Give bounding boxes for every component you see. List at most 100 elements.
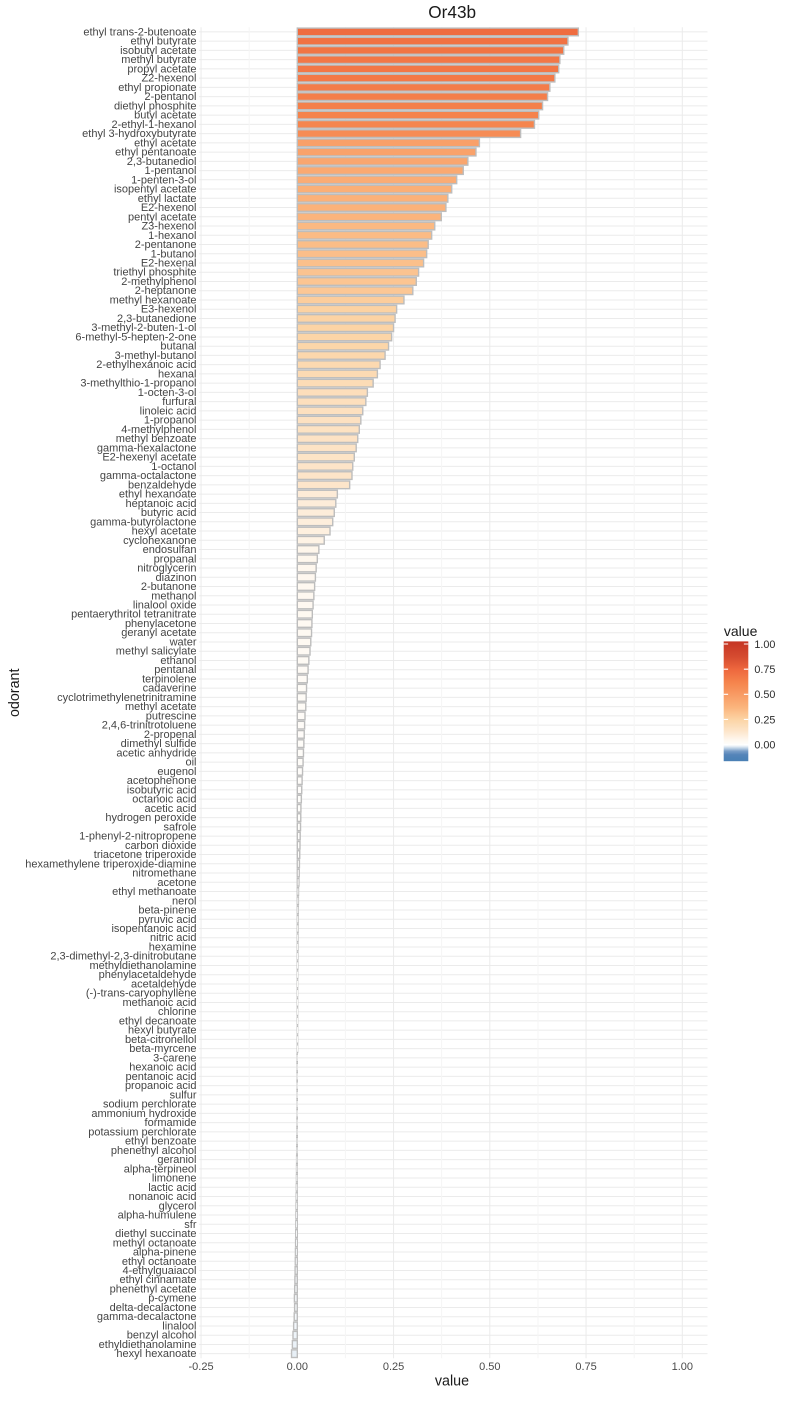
svg-text:dimethyl sulfide: dimethyl sulfide bbox=[121, 738, 197, 750]
svg-text:benzaldehyde: benzaldehyde bbox=[128, 479, 197, 491]
svg-text:gamma-decalactone: gamma-decalactone bbox=[97, 1311, 197, 1323]
svg-text:-0.25: -0.25 bbox=[189, 1361, 214, 1373]
svg-text:1-butanol: 1-butanol bbox=[151, 248, 197, 260]
svg-text:pentanoic acid: pentanoic acid bbox=[126, 1071, 197, 1083]
svg-text:2-ethylhexanoic acid: 2-ethylhexanoic acid bbox=[96, 359, 196, 371]
svg-text:geraniol: geraniol bbox=[157, 1154, 196, 1166]
svg-text:ethyl hexanoate: ethyl hexanoate bbox=[119, 489, 197, 501]
svg-text:ethyl decanoate: ethyl decanoate bbox=[119, 1015, 197, 1027]
svg-text:1-octanol: 1-octanol bbox=[151, 461, 196, 473]
svg-text:phenethyl alcohol: phenethyl alcohol bbox=[111, 1145, 197, 1157]
svg-text:nonanoic acid: nonanoic acid bbox=[129, 1191, 197, 1203]
svg-text:ethyl 3-hydroxybutyrate: ethyl 3-hydroxybutyrate bbox=[82, 128, 196, 140]
svg-text:isopentyl acetate: isopentyl acetate bbox=[114, 184, 197, 196]
svg-text:acetophenone: acetophenone bbox=[127, 775, 197, 787]
svg-text:diethyl succinate: diethyl succinate bbox=[115, 1228, 196, 1240]
svg-text:nitric acid: nitric acid bbox=[150, 932, 196, 944]
svg-text:acetone: acetone bbox=[157, 877, 196, 889]
svg-text:4-methylphenol: 4-methylphenol bbox=[121, 424, 196, 436]
svg-text:3-methyl-butanol: 3-methyl-butanol bbox=[115, 350, 197, 362]
svg-text:chlorine: chlorine bbox=[158, 1006, 197, 1018]
svg-text:E2-hexenal: E2-hexenal bbox=[141, 258, 197, 270]
svg-text:methanoic acid: methanoic acid bbox=[123, 997, 197, 1009]
svg-text:diethyl phosphite: diethyl phosphite bbox=[114, 100, 197, 112]
svg-text:limonene: limonene bbox=[152, 1173, 197, 1185]
svg-text:delta-decalactone: delta-decalactone bbox=[110, 1302, 197, 1314]
svg-text:pentanal: pentanal bbox=[154, 664, 196, 676]
svg-text:butanal: butanal bbox=[160, 341, 196, 353]
svg-text:2-ethyl-1-hexanol: 2-ethyl-1-hexanol bbox=[112, 119, 197, 131]
svg-text:Z2-hexenol: Z2-hexenol bbox=[141, 73, 196, 85]
svg-text:pyruvic acid: pyruvic acid bbox=[138, 914, 196, 926]
svg-text:hexyl acetate: hexyl acetate bbox=[132, 526, 197, 538]
svg-text:2-butanone: 2-butanone bbox=[141, 581, 197, 593]
svg-text:methyl octanoate: methyl octanoate bbox=[113, 1237, 197, 1249]
svg-text:E3-hexenol: E3-hexenol bbox=[141, 304, 197, 316]
svg-text:safrole: safrole bbox=[163, 821, 196, 833]
svg-text:2,4,6-trinitrotoluene: 2,4,6-trinitrotoluene bbox=[102, 720, 197, 732]
svg-text:phenylacetone: phenylacetone bbox=[125, 618, 197, 630]
svg-text:value: value bbox=[435, 1374, 469, 1390]
svg-text:diazinon: diazinon bbox=[156, 572, 197, 584]
svg-text:2-pentanol: 2-pentanol bbox=[145, 91, 197, 103]
svg-text:alpha-terpineol: alpha-terpineol bbox=[124, 1163, 197, 1175]
svg-text:0.75: 0.75 bbox=[754, 664, 775, 676]
svg-text:hexanal: hexanal bbox=[158, 368, 197, 380]
svg-text:phenethyl acetate: phenethyl acetate bbox=[110, 1283, 197, 1295]
svg-text:putrescine: putrescine bbox=[146, 710, 197, 722]
svg-text:p-cymene: p-cymene bbox=[148, 1293, 196, 1305]
svg-text:linalool: linalool bbox=[162, 1320, 196, 1332]
svg-text:linoleic acid: linoleic acid bbox=[140, 405, 197, 417]
svg-text:hexamine: hexamine bbox=[149, 941, 197, 953]
svg-text:formamide: formamide bbox=[145, 1117, 197, 1129]
svg-text:gamma-hexalactone: gamma-hexalactone bbox=[97, 442, 197, 454]
svg-text:cyclotrimethylenetrinitramine: cyclotrimethylenetrinitramine bbox=[57, 692, 196, 704]
svg-text:pentaerythritol tetranitrate: pentaerythritol tetranitrate bbox=[71, 609, 196, 621]
svg-text:beta-citronellol: beta-citronellol bbox=[125, 1034, 197, 1046]
svg-text:ethyl trans-2-butenoate: ethyl trans-2-butenoate bbox=[83, 26, 196, 38]
svg-text:nitroglycerin: nitroglycerin bbox=[137, 563, 196, 575]
svg-text:1-pentanol: 1-pentanol bbox=[145, 165, 197, 177]
svg-text:triethyl phosphite: triethyl phosphite bbox=[113, 267, 196, 279]
svg-text:beta-pinene: beta-pinene bbox=[138, 905, 196, 917]
svg-text:ethyl benzoate: ethyl benzoate bbox=[125, 1136, 197, 1148]
svg-text:butyl acetate: butyl acetate bbox=[134, 110, 196, 122]
svg-text:methanol: methanol bbox=[151, 590, 196, 602]
svg-text:cadaverine: cadaverine bbox=[143, 683, 197, 695]
svg-text:hexyl hexanoate: hexyl hexanoate bbox=[116, 1348, 196, 1360]
svg-text:ethyl lactate: ethyl lactate bbox=[138, 193, 197, 205]
svg-text:1-octen-3-ol: 1-octen-3-ol bbox=[138, 387, 197, 399]
svg-text:E2-hexenyl acetate: E2-hexenyl acetate bbox=[102, 452, 196, 464]
svg-text:potassium perchlorate: potassium perchlorate bbox=[88, 1126, 196, 1138]
svg-text:3-methyl-2-buten-1-ol: 3-methyl-2-buten-1-ol bbox=[91, 322, 196, 334]
svg-text:2-pentanone: 2-pentanone bbox=[135, 239, 197, 251]
svg-text:ethyl acetate: ethyl acetate bbox=[134, 137, 196, 149]
svg-text:isopentanoic acid: isopentanoic acid bbox=[111, 923, 196, 935]
svg-text:2,3-butanediol: 2,3-butanediol bbox=[127, 156, 197, 168]
svg-text:0.25: 0.25 bbox=[754, 714, 775, 726]
svg-text:methyl hexanoate: methyl hexanoate bbox=[110, 294, 197, 306]
svg-text:0.75: 0.75 bbox=[575, 1361, 596, 1373]
svg-text:sulfur: sulfur bbox=[170, 1089, 197, 1101]
svg-text:ethyl butyrate: ethyl butyrate bbox=[130, 36, 196, 48]
svg-text:triacetone triperoxide: triacetone triperoxide bbox=[94, 849, 197, 861]
svg-text:ethyl methanoate: ethyl methanoate bbox=[112, 886, 196, 898]
svg-text:beta-myrcene: beta-myrcene bbox=[129, 1043, 196, 1055]
svg-text:nerol: nerol bbox=[172, 895, 196, 907]
svg-text:1-propanol: 1-propanol bbox=[144, 415, 197, 427]
svg-text:Z3-hexenol: Z3-hexenol bbox=[141, 221, 196, 233]
svg-text:geranyl acetate: geranyl acetate bbox=[121, 627, 196, 639]
svg-text:1-hexanol: 1-hexanol bbox=[148, 230, 196, 242]
svg-text:hexanoic acid: hexanoic acid bbox=[129, 1062, 196, 1074]
svg-text:sfr: sfr bbox=[184, 1219, 197, 1231]
svg-text:2-propenal: 2-propenal bbox=[144, 729, 197, 741]
svg-text:heptanoic acid: heptanoic acid bbox=[126, 498, 197, 510]
svg-text:nitromethane: nitromethane bbox=[132, 868, 196, 880]
svg-text:hydrogen peroxide: hydrogen peroxide bbox=[105, 812, 196, 824]
svg-text:acetic acid: acetic acid bbox=[145, 803, 197, 815]
svg-text:3-methylthio-1-propanol: 3-methylthio-1-propanol bbox=[80, 378, 196, 390]
svg-text:linalool oxide: linalool oxide bbox=[133, 599, 197, 611]
svg-text:methyldiethanolamine: methyldiethanolamine bbox=[89, 960, 196, 972]
svg-text:lactic acid: lactic acid bbox=[148, 1182, 196, 1194]
svg-text:ethyl pentanoate: ethyl pentanoate bbox=[115, 147, 196, 159]
